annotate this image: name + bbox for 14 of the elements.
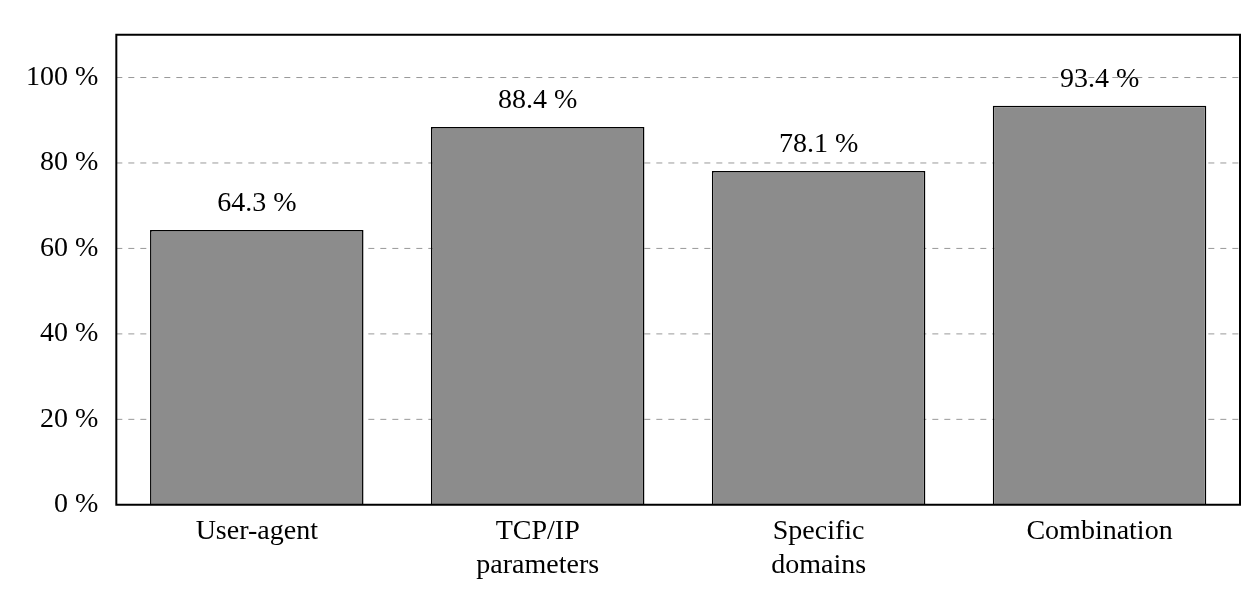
- y-tick-label: 60 %: [40, 230, 99, 262]
- y-tick-label: 80 %: [40, 145, 99, 177]
- data-label: 93.4 %: [1059, 62, 1140, 94]
- data-label: 64.3 %: [217, 186, 297, 218]
- x-tick-label: Combination: [1026, 513, 1173, 545]
- x-tick-label: TCP/IP parameters: [476, 513, 600, 579]
- y-tick-label: 100 %: [26, 59, 99, 91]
- x-tick-label: User-agent: [195, 513, 319, 545]
- x-tick-label: Specific domains: [771, 513, 867, 579]
- y-tick-label: 40 %: [40, 316, 99, 348]
- y-tick-label: 0 %: [54, 487, 99, 519]
- y-tick-label: 20 %: [40, 401, 99, 433]
- data-label: 78.1 %: [778, 127, 859, 159]
- data-label: 88.4 %: [498, 83, 578, 115]
